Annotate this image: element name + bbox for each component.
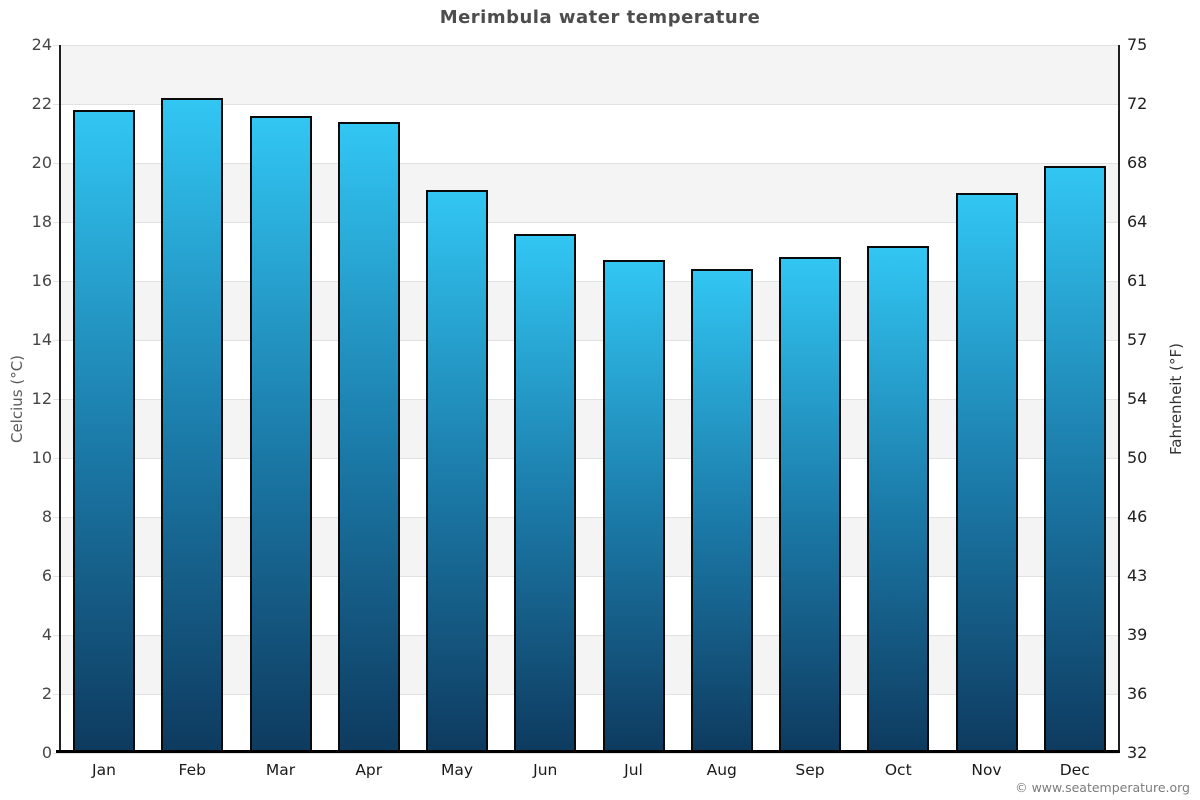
month-label-dec: Dec <box>1059 761 1090 779</box>
bar-oct[interactable] <box>867 245 930 753</box>
grid-band <box>60 281 1119 340</box>
month-label-aug: Aug <box>706 761 737 779</box>
fahrenheit-tick-label: 50 <box>1127 448 1148 467</box>
gridline <box>53 281 1119 282</box>
gridline <box>53 753 1119 754</box>
bar-aug[interactable] <box>690 269 753 753</box>
bar-may[interactable] <box>426 189 489 753</box>
fahrenheit-tick-label: 32 <box>1127 743 1148 762</box>
celsius-tick-label: 24 <box>31 35 52 54</box>
celsius-tick-label: 14 <box>31 330 52 349</box>
fahrenheit-tick-label: 54 <box>1127 389 1148 408</box>
fahrenheit-tick-label: 46 <box>1127 507 1148 526</box>
fahrenheit-tick-label: 36 <box>1127 684 1148 703</box>
celsius-tick-label: 2 <box>41 684 52 703</box>
right-y-axis-line <box>1118 45 1120 753</box>
fahrenheit-tick-label: 57 <box>1127 330 1148 349</box>
month-label-jul: Jul <box>624 761 643 779</box>
grid-band <box>60 635 1119 694</box>
bar-apr[interactable] <box>337 121 400 753</box>
grid-band <box>60 517 1119 576</box>
gridline <box>53 458 1119 459</box>
celsius-tick-label: 4 <box>41 625 52 644</box>
fahrenheit-tick-label: 43 <box>1127 566 1148 585</box>
chart-title: Merimbula water temperature <box>439 7 761 28</box>
grid-band <box>60 576 1119 635</box>
bar-mar[interactable] <box>249 115 312 753</box>
gridline <box>53 163 1119 164</box>
gridline <box>53 399 1119 400</box>
month-label-nov: Nov <box>971 761 1002 779</box>
fahrenheit-tick-label: 39 <box>1127 625 1148 644</box>
month-label-may: May <box>440 761 474 779</box>
celsius-tick-label: 12 <box>31 389 52 408</box>
grid-band <box>60 458 1119 517</box>
x-axis-line <box>56 750 1120 753</box>
grid-band <box>60 222 1119 281</box>
bar-jul[interactable] <box>602 260 665 753</box>
grid-band <box>60 104 1119 163</box>
grid-band <box>60 45 1119 104</box>
month-label-jun: Jun <box>533 761 558 779</box>
gridline <box>53 635 1119 636</box>
gridline <box>53 694 1119 695</box>
month-label-apr: Apr <box>355 761 383 779</box>
fahrenheit-tick-label: 75 <box>1127 35 1148 54</box>
gridline <box>53 517 1119 518</box>
celsius-tick-label: 10 <box>31 448 52 467</box>
grid-band <box>60 340 1119 399</box>
gridline <box>53 576 1119 577</box>
left-y-axis-line <box>59 45 61 753</box>
bar-nov[interactable] <box>955 192 1018 753</box>
grid-band <box>60 399 1119 458</box>
grid-band <box>60 163 1119 222</box>
bar-jun[interactable] <box>514 233 577 753</box>
fahrenheit-tick-label: 68 <box>1127 153 1148 172</box>
bar-jan[interactable] <box>73 109 136 753</box>
gridline <box>53 340 1119 341</box>
gridline <box>53 45 1119 46</box>
fahrenheit-tick-label: 61 <box>1127 271 1148 290</box>
celsius-tick-label: 20 <box>31 153 52 172</box>
month-label-feb: Feb <box>178 761 206 779</box>
bar-feb[interactable] <box>161 98 224 753</box>
bar-sep[interactable] <box>779 257 842 753</box>
copyright-watermark[interactable]: © www.seatemperature.org <box>1015 780 1190 795</box>
celsius-tick-label: 6 <box>41 566 52 585</box>
month-label-jan: Jan <box>92 761 116 779</box>
celsius-tick-label: 16 <box>31 271 52 290</box>
celsius-tick-label: 8 <box>41 507 52 526</box>
gridline <box>53 104 1119 105</box>
fahrenheit-tick-label: 72 <box>1127 94 1148 113</box>
bar-dec[interactable] <box>1043 165 1106 753</box>
month-label-sep: Sep <box>795 761 825 779</box>
grid-band <box>60 694 1119 753</box>
gridline <box>53 222 1119 223</box>
month-label-oct: Oct <box>884 761 912 779</box>
fahrenheit-tick-label: 64 <box>1127 212 1148 231</box>
celsius-tick-label: 22 <box>31 94 52 113</box>
celsius-tick-label: 0 <box>41 743 52 762</box>
month-label-mar: Mar <box>265 761 296 779</box>
celsius-tick-label: 18 <box>31 212 52 231</box>
